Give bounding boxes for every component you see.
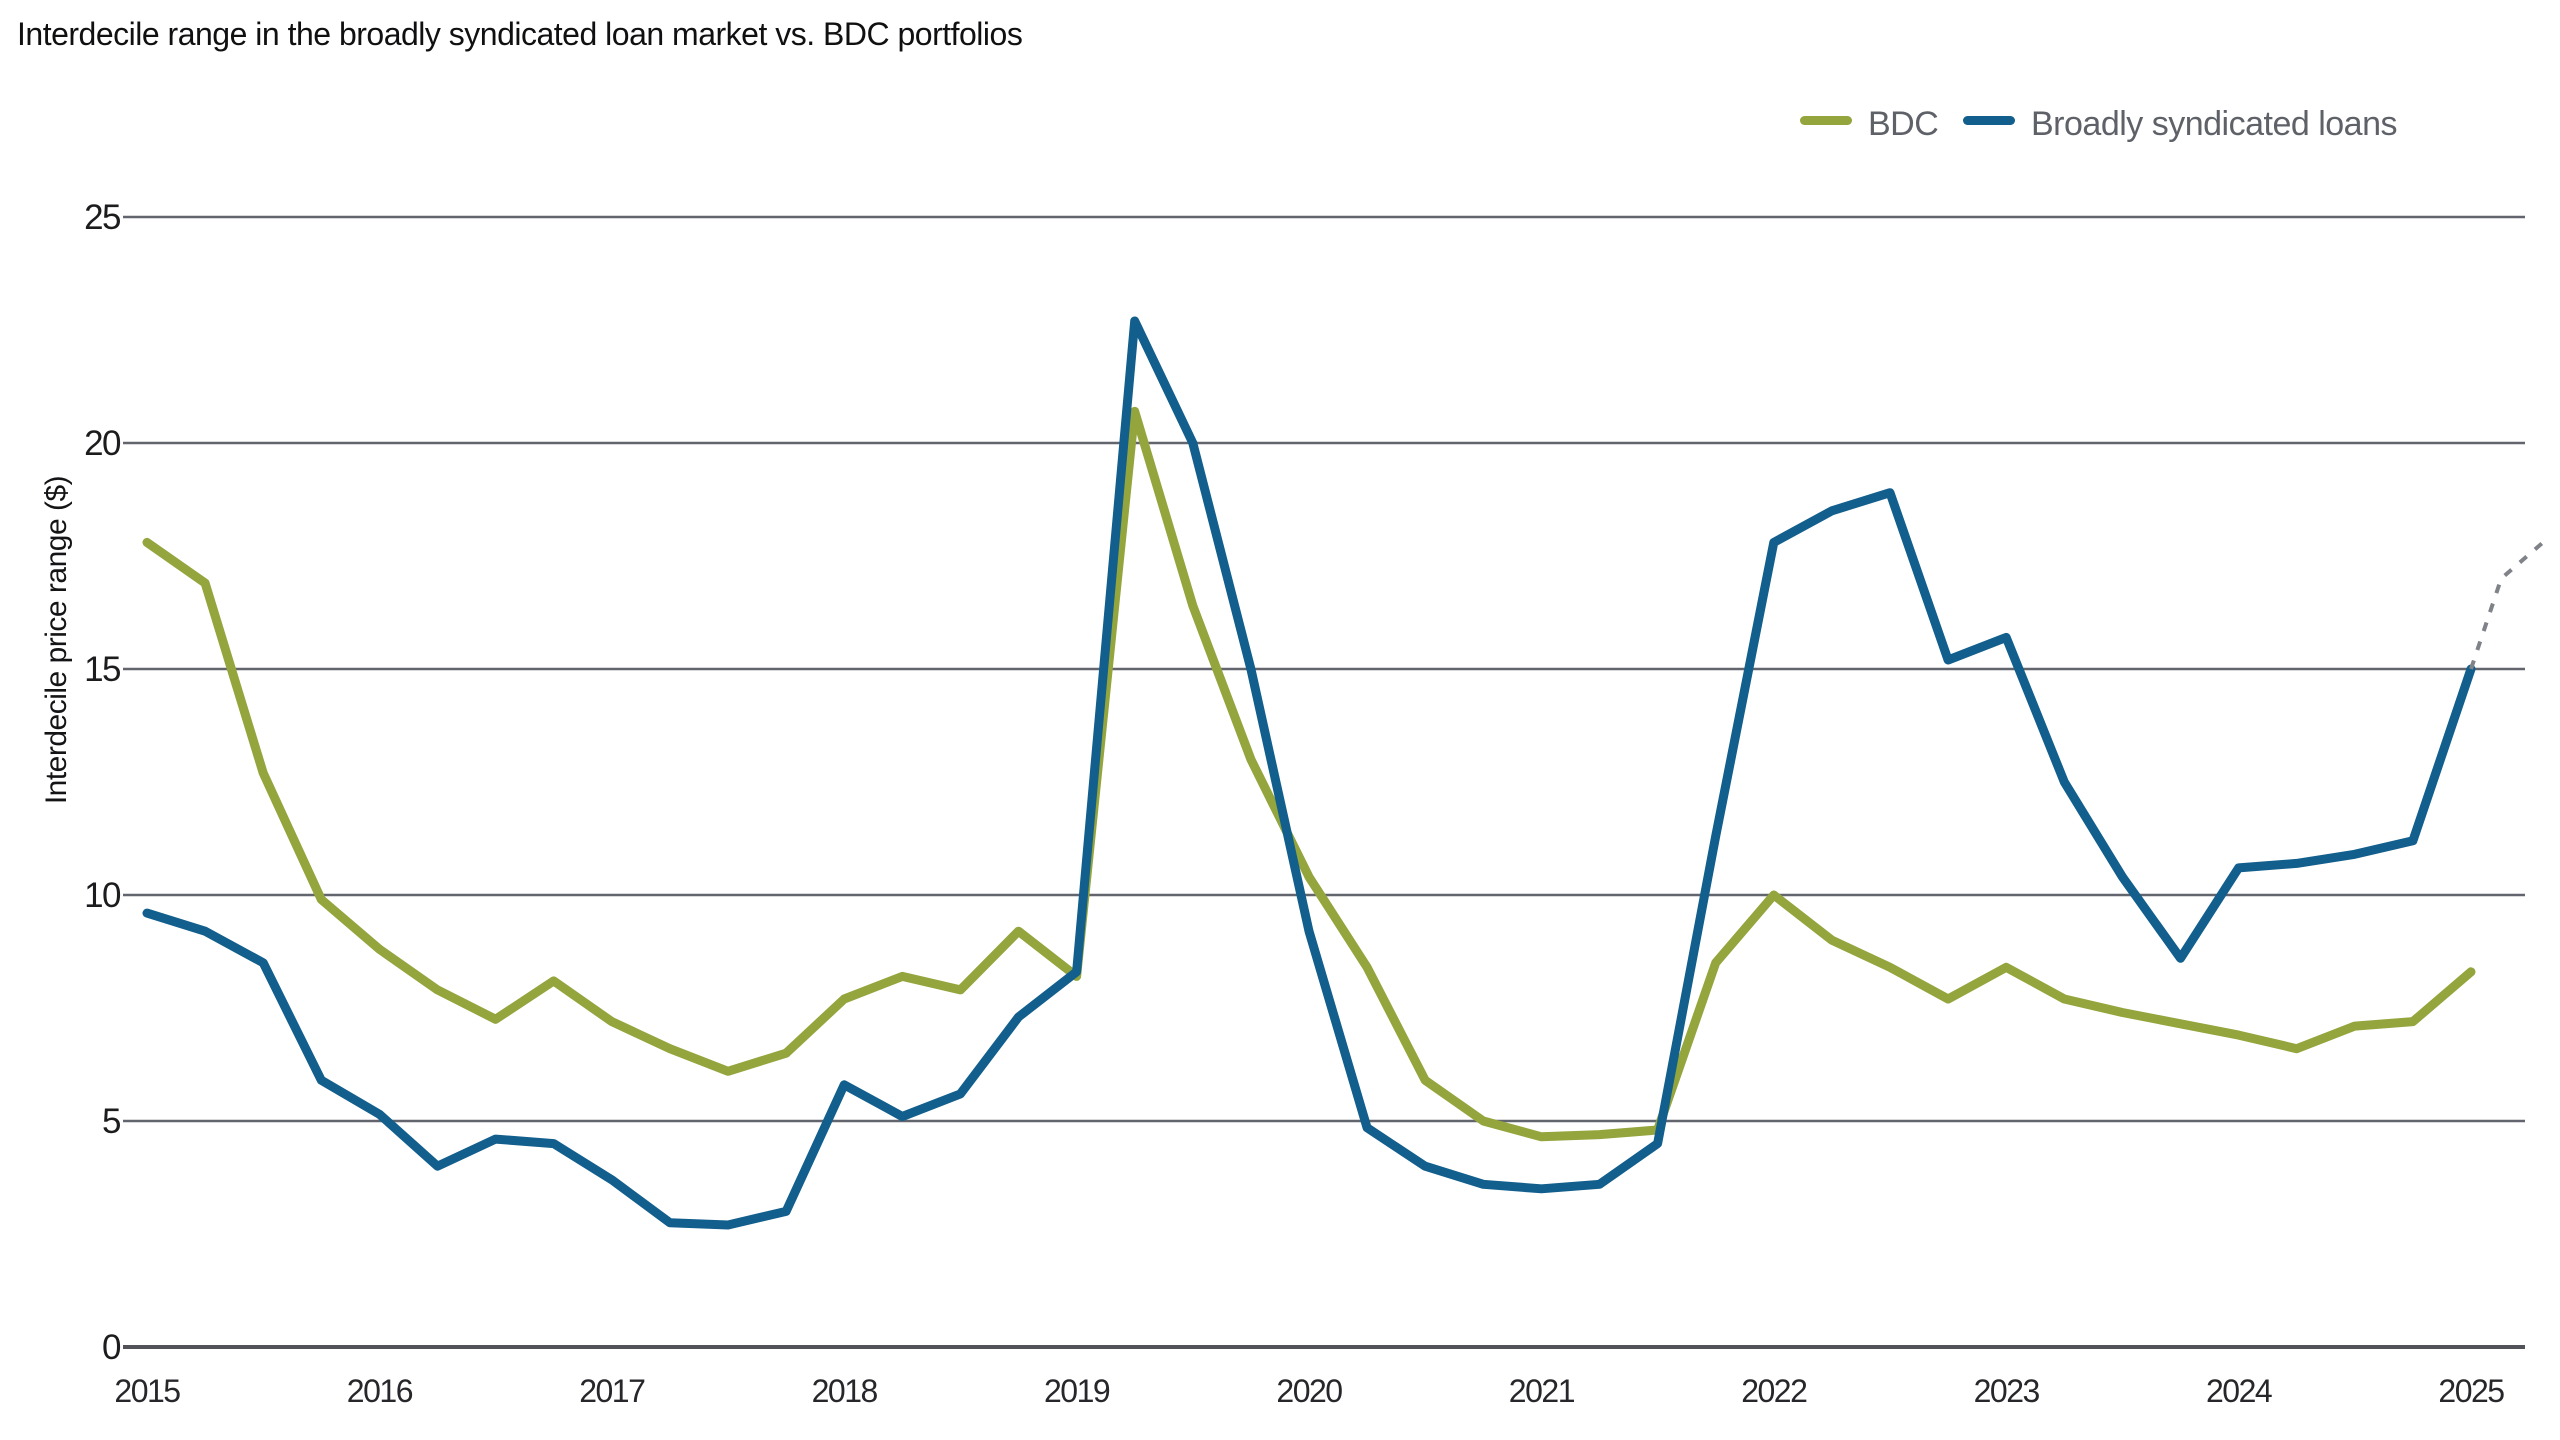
- series-line-broadly-syndicated-loans: [142, 316, 2476, 1230]
- x-tick-label-2019: 2019: [1044, 1373, 1110, 1409]
- legend-label-bdc: BDC: [1868, 105, 1938, 143]
- y-tick-label-0: 0: [102, 1328, 121, 1367]
- y-axis-tick-labels: 0 5 10 15 20 25: [84, 198, 122, 1367]
- x-tick-label-2023: 2023: [1974, 1373, 2040, 1409]
- x-tick-label-2020: 2020: [1276, 1373, 1342, 1409]
- x-tick-label-2021: 2021: [1509, 1373, 1575, 1409]
- legend-swatch-broadly-syndicated-loans: [1963, 116, 2015, 125]
- y-tick-label-10: 10: [84, 876, 121, 915]
- legend-label-broadly-syndicated-loans: Broadly syndicated loans: [2031, 105, 2397, 143]
- y-tick-label-20: 20: [84, 424, 121, 463]
- x-tick-label-2022: 2022: [1741, 1373, 1807, 1409]
- legend-swatch-bdc: [1800, 116, 1852, 125]
- gridlines: [123, 215, 2525, 1349]
- series-line-bdc: [142, 406, 2476, 1142]
- x-tick-label-2015: 2015: [114, 1373, 180, 1409]
- chart-title: Interdecile range in the broadly syndica…: [17, 16, 1023, 52]
- projection-dashed-line: [2469, 540, 2545, 670]
- x-tick-label-2025: 2025: [2438, 1373, 2504, 1409]
- x-tick-label-2024: 2024: [2206, 1373, 2272, 1409]
- data-series: [142, 316, 2545, 1230]
- y-tick-label-25: 25: [84, 198, 120, 237]
- y-tick-label-15: 15: [84, 650, 120, 689]
- x-tick-label-2016: 2016: [347, 1373, 413, 1409]
- y-tick-label-5: 5: [102, 1102, 120, 1141]
- x-tick-label-2018: 2018: [812, 1373, 878, 1409]
- x-axis-tick-labels: 2015 2016 2017 2018 2019 2020 2021 2022 2023 2024…: [114, 1373, 2505, 1409]
- chart-legend: BDC Broadly syndicated loans: [1800, 105, 2398, 143]
- x-tick-label-2017: 2017: [579, 1373, 645, 1409]
